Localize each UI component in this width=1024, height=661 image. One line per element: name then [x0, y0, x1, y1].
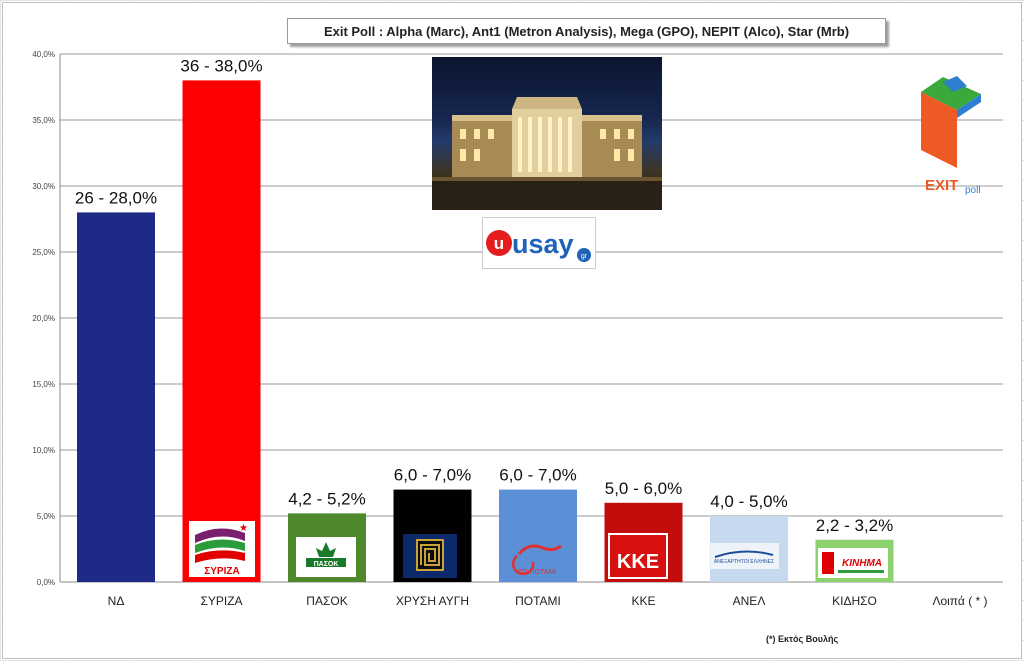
y-tick-label: 30,0% — [32, 182, 55, 191]
potami-logo-text: ΤΟ ΠΟΤΑΜΙ — [518, 569, 556, 576]
usay-suffix-text: gr — [581, 253, 588, 260]
kinima-logo-text: ΚΙΝΗΜΑ — [842, 558, 882, 569]
kinima-logo: ΚΙΝΗΜΑ — [818, 548, 888, 578]
data-label: 2,2 - 3,2% — [816, 516, 894, 535]
usay-logo-text: usay — [512, 229, 574, 259]
syriza-logo-text: ΣΥΡΙΖΑ — [204, 566, 239, 577]
data-label: 6,0 - 7,0% — [499, 466, 577, 485]
usay-logo: u usay gr — [482, 217, 596, 269]
pasok-logo-text: ΠΑΣΟΚ — [314, 561, 339, 568]
category-label: ΠΟΤΑΜΙ — [515, 594, 561, 608]
anel-logo: ΑΝΕΞΑΡΤΗΤΟΙ ΕΛΛΗΝΕΣ — [709, 543, 779, 569]
potami-logo: ΤΟ ΠΟΤΑΜΙ — [503, 532, 571, 578]
y-tick-label: 5,0% — [37, 512, 55, 521]
y-tick-label: 10,0% — [32, 446, 55, 455]
svg-text:u: u — [494, 234, 504, 253]
y-tick-label: 40,0% — [32, 50, 55, 59]
chart-title: Exit Poll : Alpha (Marc), Ant1 (Metron A… — [287, 18, 886, 44]
svg-text:★: ★ — [239, 523, 248, 534]
category-label: ΚΙΔΗΣΟ — [832, 594, 877, 608]
y-tick-label: 35,0% — [32, 116, 55, 125]
y-tick-label: 15,0% — [32, 380, 55, 389]
bar — [182, 80, 261, 583]
data-label: 6,0 - 7,0% — [394, 466, 472, 485]
category-label: ΧΡΥΣΗ ΑΥΓΗ — [396, 594, 469, 608]
golden-dawn-emblem — [403, 534, 457, 578]
anel-logo-text: ΑΝΕΞΑΡΤΗΤΟΙ ΕΛΛΗΝΕΣ — [714, 559, 774, 565]
syriza-logo: ★ ΣΥΡΙΖΑ — [189, 521, 255, 577]
pasok-logo: ΠΑΣΟΚ — [296, 537, 356, 577]
exit-poll-logo: EXIT poll — [913, 72, 993, 197]
data-label: 26 - 28,0% — [75, 188, 157, 207]
category-label: ΑΝΕΛ — [733, 594, 766, 608]
category-label: ΝΔ — [108, 594, 125, 608]
party-logos: ★ ΣΥΡΙΖΑ ΠΑΣΟΚ ΤΟ ΠΟΤΑΜΙ ΚΚΕ — [189, 521, 888, 579]
category-label: ΚΚΕ — [631, 594, 655, 608]
data-label: 4,0 - 5,0% — [710, 492, 788, 511]
exit-word: EXIT — [925, 177, 958, 194]
category-label: Λοιπά ( * ) — [932, 594, 987, 608]
data-label: 5,0 - 6,0% — [605, 479, 683, 498]
parliament-photo — [432, 57, 662, 210]
y-tick-label: 20,0% — [32, 314, 55, 323]
kke-logo: ΚΚΕ — [608, 533, 668, 579]
data-label: 4,2 - 5,2% — [288, 489, 366, 508]
footnote: (*) Εκτός Βουλής — [766, 634, 839, 644]
data-label: 36 - 38,0% — [180, 56, 262, 75]
poll-word: poll — [965, 185, 981, 196]
labels: 0,0% 5,0% 10,0% 15,0% 20,0% 25,0% 30,0% 35,0% 40… — [32, 50, 987, 608]
category-label: ΣΥΡΙΖΑ — [200, 594, 242, 608]
y-tick-label: 25,0% — [32, 248, 55, 257]
y-tick-label: 0,0% — [37, 578, 55, 587]
kke-logo-text: ΚΚΕ — [617, 551, 659, 573]
bar — [77, 212, 155, 582]
category-label: ΠΑΣΟΚ — [306, 594, 347, 608]
